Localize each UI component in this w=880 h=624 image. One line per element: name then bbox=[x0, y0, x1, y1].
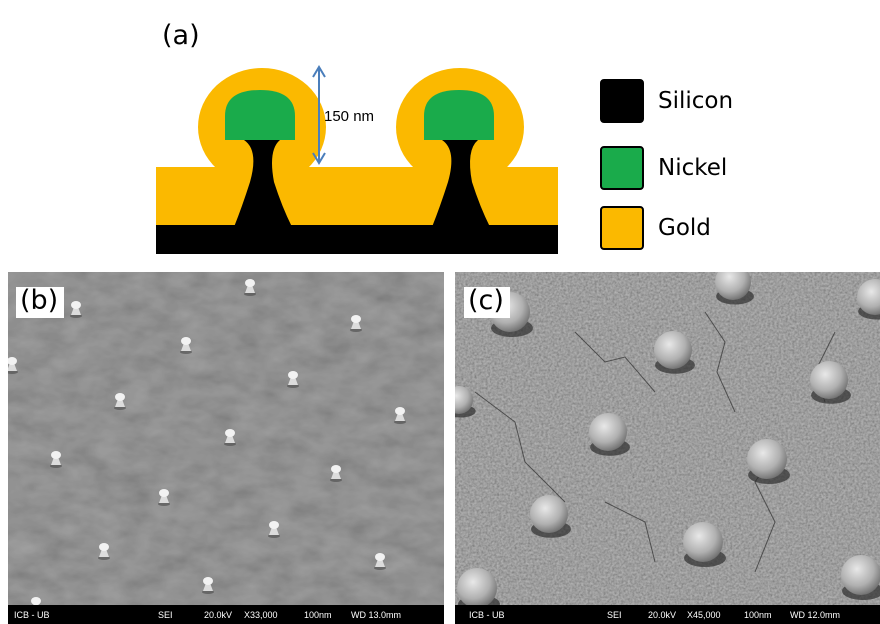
nanopillar bbox=[244, 279, 256, 296]
gold-bump bbox=[589, 413, 630, 456]
panel-b-label: (b) bbox=[16, 287, 65, 318]
nanopillar bbox=[50, 451, 62, 468]
databar-mode: SEI bbox=[607, 610, 622, 620]
gold-bump bbox=[530, 495, 571, 538]
sem-image-c: ICB - UB SEI 20.0kV X45,000 100nm WD 12.… bbox=[455, 272, 880, 624]
nanopillar bbox=[202, 577, 214, 594]
databar-mode: SEI bbox=[158, 610, 173, 620]
legend-label-nickel: Nickel bbox=[658, 155, 728, 181]
databar-source: ICB - UB bbox=[469, 610, 505, 620]
legend-item-silicon: Silicon bbox=[600, 79, 733, 123]
nickel-swatch bbox=[600, 146, 644, 190]
dimension-label: 150 nm bbox=[324, 108, 374, 125]
gold-bump bbox=[683, 522, 726, 567]
nanopillar bbox=[330, 465, 342, 482]
gold-bump bbox=[654, 331, 695, 374]
nanopillar bbox=[180, 337, 192, 354]
sem-databar-b: ICB - UB SEI 20.0kV X33,000 100nm WD 13.… bbox=[8, 605, 444, 624]
cross-section-diagram: 150 nm bbox=[156, 65, 558, 254]
databar-voltage: 20.0kV bbox=[204, 610, 233, 620]
databar-scale: 100nm bbox=[744, 610, 772, 620]
nanopillar bbox=[350, 315, 362, 332]
sem-image-b: ICB - UB SEI 20.0kV X33,000 100nm WD 13.… bbox=[8, 272, 444, 624]
nanopillar bbox=[70, 301, 82, 318]
nanopillar bbox=[224, 429, 236, 446]
legend-item-nickel: Nickel bbox=[600, 146, 727, 190]
gold-bump bbox=[841, 555, 880, 600]
dimension-arrow bbox=[312, 65, 326, 165]
gold-bump bbox=[715, 272, 754, 305]
nanopillar bbox=[114, 393, 126, 410]
sem-micrograph-b bbox=[8, 272, 444, 624]
legend-label-silicon: Silicon bbox=[658, 88, 734, 114]
sem-micrograph-c bbox=[455, 272, 880, 624]
nanopillar bbox=[374, 553, 386, 570]
gold-swatch bbox=[600, 206, 644, 250]
panel-c-label: (c) bbox=[464, 287, 510, 318]
nanopillar bbox=[268, 521, 280, 538]
gold-bump bbox=[857, 279, 880, 320]
nanopillar bbox=[98, 543, 110, 560]
nanopillar bbox=[394, 407, 406, 424]
nanopillar bbox=[8, 357, 18, 374]
nickel-layer bbox=[225, 90, 494, 140]
sem-databar-c: ICB - UB SEI 20.0kV X45,000 100nm WD 12.… bbox=[455, 605, 880, 624]
gold-bump bbox=[455, 386, 476, 418]
databar-magnification: X33,000 bbox=[244, 610, 278, 620]
silicon-layer bbox=[156, 140, 558, 254]
databar-scale: 100nm bbox=[304, 610, 332, 620]
nanopillar bbox=[287, 371, 299, 388]
silicon-swatch bbox=[600, 79, 644, 123]
databar-magnification: X45,000 bbox=[687, 610, 721, 620]
nanopillar bbox=[158, 489, 170, 506]
gold-bump bbox=[747, 439, 790, 484]
databar-voltage: 20.0kV bbox=[648, 610, 677, 620]
legend-item-gold: Gold bbox=[600, 206, 711, 250]
gold-layer bbox=[156, 68, 558, 225]
gold-bump bbox=[810, 361, 851, 404]
legend-label-gold: Gold bbox=[658, 215, 711, 241]
databar-working-distance: WD 12.0mm bbox=[790, 610, 841, 620]
databar-working-distance: WD 13.0mm bbox=[351, 610, 402, 620]
databar-source: ICB - UB bbox=[14, 610, 50, 620]
panel-a-label: (a) bbox=[162, 20, 200, 51]
